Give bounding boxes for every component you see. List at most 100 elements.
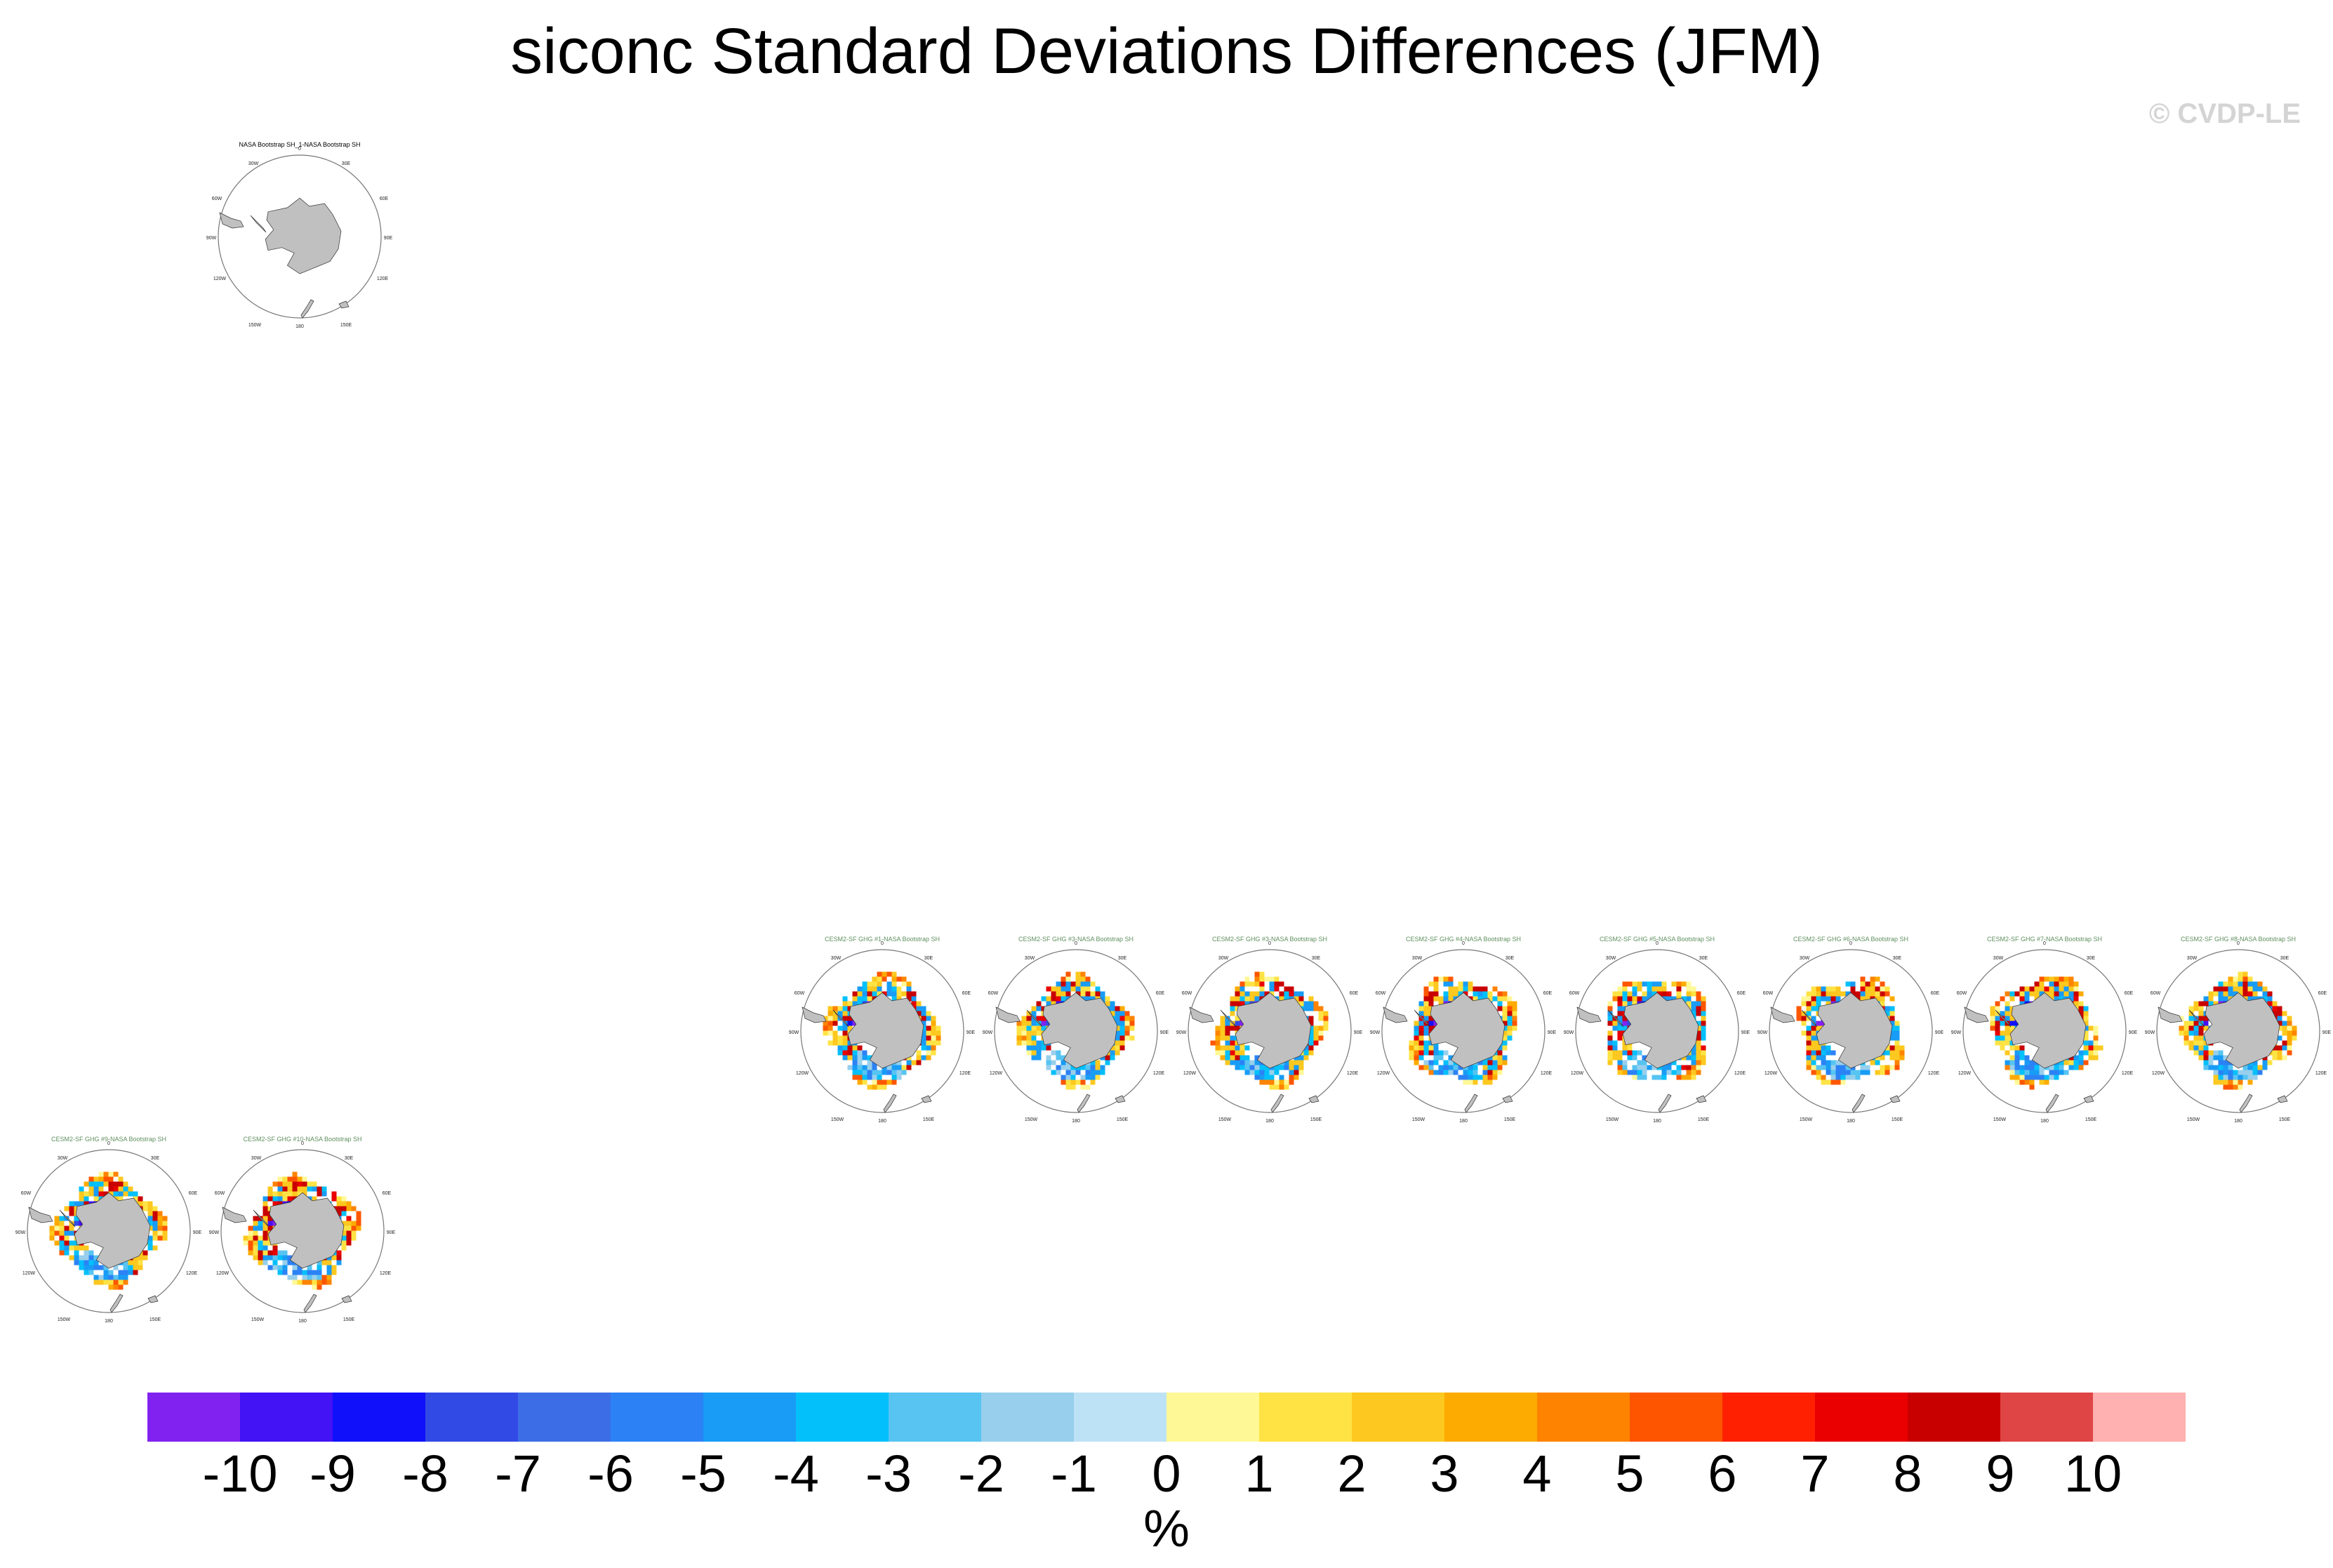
anomaly-cell <box>1269 1070 1275 1075</box>
longitude-label: 30E <box>342 161 351 166</box>
anomaly-cell <box>847 1006 853 1011</box>
anomaly-cell <box>1463 991 1468 997</box>
tasmania-landmass <box>1889 1095 1901 1103</box>
anomaly-cell <box>2044 976 2049 982</box>
anomaly-cell <box>1414 1021 1419 1026</box>
anomaly-cell <box>282 1176 288 1182</box>
anomaly-cell <box>277 1265 283 1270</box>
anomaly-cell <box>1235 1055 1240 1061</box>
anomaly-cell <box>1244 976 1250 982</box>
anomaly-cell <box>2203 1050 2209 1056</box>
anomaly-cell <box>2203 1016 2209 1021</box>
anomaly-cell <box>1239 1021 1245 1026</box>
anomaly-cell <box>862 996 868 1002</box>
anomaly-cell <box>331 1191 337 1197</box>
south-america-landmass <box>219 212 244 229</box>
anomaly-cell <box>133 1191 138 1197</box>
anomaly-cell <box>1686 986 1691 992</box>
anomaly-cell <box>2093 1040 2099 1046</box>
anomaly-cell <box>1642 1075 1647 1080</box>
anomaly-cell <box>1129 1035 1135 1041</box>
anomaly-cell <box>2005 1040 2010 1046</box>
anomaly-cell <box>1880 1055 1885 1061</box>
anomaly-cell <box>108 1275 114 1280</box>
anomaly-cell <box>2233 986 2238 992</box>
anomaly-cell <box>852 1050 858 1056</box>
anomaly-cell <box>1026 1045 1032 1051</box>
colorbar <box>147 1393 2186 1442</box>
anomaly-cell <box>872 991 877 997</box>
anomaly-cell <box>852 991 858 997</box>
anomaly-cell <box>1676 991 1682 997</box>
anomaly-cell <box>321 1191 327 1197</box>
anomaly-cell <box>2238 991 2243 997</box>
map-panel: CESM2-SF GHG #4-NASA Bootstrap SH 0 30W 30E… <box>1370 936 1557 1124</box>
anomaly-cell <box>896 986 902 992</box>
anomaly-cell <box>926 1035 931 1041</box>
anomaly-cell <box>1885 986 1890 992</box>
anomaly-cell <box>1816 986 1821 992</box>
antarctica-landmass <box>1428 992 1506 1069</box>
anomaly-cell <box>1492 1070 1498 1075</box>
anomaly-cell <box>2039 1070 2045 1075</box>
longitude-label: 120W <box>213 277 227 281</box>
anomaly-cell <box>1482 1060 1488 1065</box>
anomaly-cell <box>1065 981 1071 987</box>
anomaly-cell <box>1279 1065 1284 1070</box>
anomaly-cell <box>64 1240 69 1246</box>
anomaly-cell <box>1041 996 1046 1002</box>
anomaly-cell <box>1249 996 1255 1002</box>
longitude-label: 150E <box>2279 1117 2291 1122</box>
longitude-label: 120E <box>2122 1071 2134 1076</box>
anomaly-cell <box>84 1250 89 1256</box>
longitude-label: 150W <box>1993 1117 2007 1122</box>
anomaly-cell <box>1899 1045 1905 1051</box>
anomaly-cell <box>1443 981 1449 987</box>
colorbar-tick-label: -10 <box>202 1444 278 1503</box>
longitude-label: 60W <box>1376 991 1386 996</box>
anomaly-cell <box>1894 1050 1900 1056</box>
anomaly-cell <box>1274 976 1280 982</box>
anomaly-cell <box>258 1225 263 1231</box>
anomaly-cell <box>877 971 882 977</box>
anomaly-cell <box>321 1186 327 1192</box>
anomaly-cell <box>2272 1045 2278 1051</box>
anomaly-cell <box>1627 1050 1633 1056</box>
anomaly-cell <box>2039 1065 2045 1070</box>
anomaly-cell <box>1835 991 1841 997</box>
anomaly-cell <box>59 1221 65 1226</box>
anomaly-cell <box>1433 976 1439 982</box>
anomaly-cell <box>253 1225 258 1231</box>
anomaly-cell <box>2005 1065 2010 1070</box>
anomaly-cell <box>1835 986 1841 992</box>
anomaly-cell <box>1274 1079 1280 1085</box>
anomaly-cell <box>1701 1055 1706 1061</box>
anomaly-cell <box>248 1230 253 1236</box>
anomaly-cell <box>1686 996 1691 1002</box>
anomaly-cell <box>1298 991 1304 997</box>
anomaly-cell <box>1607 1030 1613 1036</box>
anomaly-cell <box>2039 981 2045 987</box>
anomaly-cell <box>1894 1035 1900 1041</box>
anomaly-cell <box>896 1070 902 1075</box>
anomaly-cell <box>1463 981 1468 987</box>
anomaly-cell <box>346 1225 352 1231</box>
anomaly-cell <box>2014 1079 2020 1085</box>
anomaly-cell <box>1661 1075 1667 1080</box>
anomaly-cell <box>2078 1060 2084 1065</box>
anomaly-cell <box>931 1035 936 1041</box>
anomaly-cell <box>74 1255 79 1261</box>
anomaly-cell <box>1647 991 1652 997</box>
anomaly-cell <box>1835 1065 1841 1070</box>
anomaly-cell <box>1482 1075 1488 1080</box>
anomaly-cell <box>827 1025 833 1031</box>
anomaly-cell <box>931 1040 936 1046</box>
anomaly-cell <box>128 1191 133 1197</box>
anomaly-cell <box>356 1225 361 1231</box>
anomaly-cell <box>1026 1035 1032 1041</box>
anomaly-cell <box>2093 1030 2099 1036</box>
longitude-label: 90E <box>1935 1030 1944 1035</box>
anomaly-cell <box>1816 991 1821 997</box>
anomaly-cell <box>147 1225 153 1231</box>
anomaly-cell <box>2014 1065 2020 1070</box>
